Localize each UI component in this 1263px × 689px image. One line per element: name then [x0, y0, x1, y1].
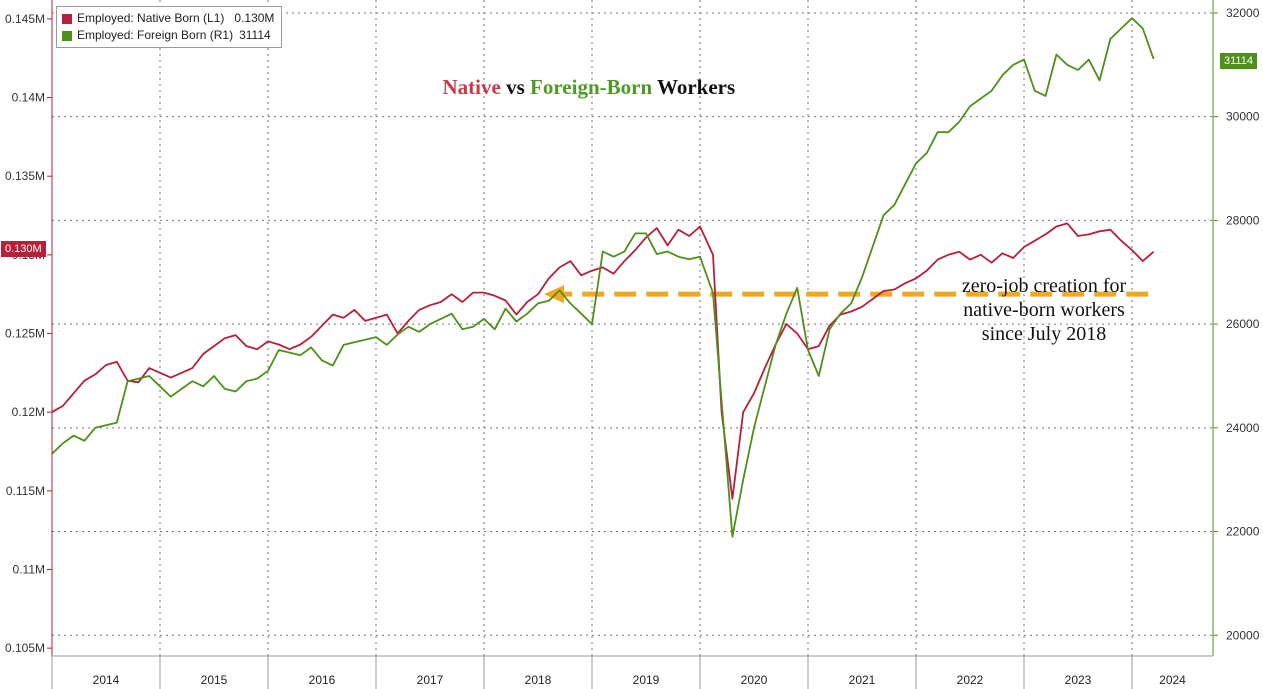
left-tick-label: 0.12M — [12, 405, 45, 419]
series-line-foreign — [51, 17, 1155, 538]
title-foreign: Foreign-Born — [530, 75, 653, 99]
x-tick-label: 2019 — [633, 673, 660, 687]
chart-legend: Employed: Native Born (L1) 0.130M Employ… — [56, 6, 283, 48]
legend-label-foreign: Employed: Foreign Born (R1) — [77, 28, 234, 42]
series-lines — [51, 17, 1155, 538]
right-tick-label: 24000 — [1226, 421, 1260, 435]
legend-value-foreign: 31114 — [239, 28, 271, 42]
chart-title: Native vs Foreign-Born Workers — [432, 50, 736, 100]
left-tick-label: 0.135M — [5, 169, 45, 183]
right-tick-label: 28000 — [1226, 213, 1260, 227]
legend-item-native: Employed: Native Born (L1) 0.130M — [62, 10, 274, 27]
legend-item-foreign: Employed: Foreign Born (R1) 31114 — [62, 27, 274, 44]
reference-arrow-head — [544, 285, 564, 304]
x-tick-label: 2022 — [957, 673, 984, 687]
x-tick-label: 2014 — [93, 673, 120, 687]
x-tick-label: 2018 — [525, 673, 552, 687]
x-tick-label: 2020 — [741, 673, 768, 687]
left-tick-label: 0.14M — [12, 91, 45, 105]
legend-label-native: Employed: Native Born (L1) — [77, 11, 225, 25]
x-tick-label: 2016 — [309, 673, 336, 687]
x-tick-label: 2015 — [201, 673, 228, 687]
left-tick-label: 0.115M — [6, 484, 45, 498]
right-tick-label: 26000 — [1226, 317, 1260, 331]
legend-swatch-native — [62, 13, 72, 24]
annotation-text: zero-job creation for native-born worker… — [920, 274, 1168, 346]
title-workers: Workers — [652, 75, 736, 99]
left-tick-label: 0.125M — [5, 327, 45, 341]
x-tick-label: 2017 — [417, 673, 444, 687]
gridlines — [52, 0, 1213, 656]
x-tick-label: 2021 — [849, 673, 876, 687]
last-value-tag-left: 0.130M — [1, 241, 46, 257]
series-line-native — [51, 222, 1155, 500]
annotation-line-3: since July 2018 — [981, 323, 1107, 345]
annotation-line-2: native-born workers — [963, 299, 1125, 321]
axes: 0.105M0.11M0.115M0.12M0.125M0.13M0.135M0… — [5, 0, 1260, 689]
last-value-tag-right: 31114 — [1220, 53, 1257, 69]
x-tick-label: 2024 — [1159, 673, 1186, 687]
title-vs: vs — [500, 75, 531, 99]
right-tick-label: 20000 — [1226, 628, 1260, 642]
legend-swatch-foreign — [62, 30, 72, 41]
legend-value-native: 0.130M — [234, 11, 275, 25]
right-tick-label: 32000 — [1226, 6, 1260, 20]
right-tick-label: 22000 — [1226, 525, 1260, 539]
annotation-line-1: zero-job creation for — [961, 275, 1127, 297]
title-native: Native — [442, 75, 501, 99]
left-tick-label: 0.105M — [5, 641, 45, 655]
left-tick-label: 0.145M — [5, 12, 45, 26]
left-tick-label: 0.11M — [13, 562, 45, 576]
right-tick-label: 30000 — [1226, 110, 1260, 124]
x-tick-label: 2023 — [1065, 673, 1092, 687]
